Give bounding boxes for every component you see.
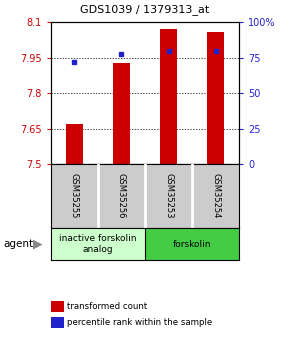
Bar (145, 228, 239, 260)
Bar (66, 124, 83, 164)
Text: percentile rank within the sample: percentile rank within the sample (67, 318, 212, 327)
Bar (145, 164, 192, 228)
Bar (51, 228, 145, 260)
Text: GSM35256: GSM35256 (117, 173, 126, 218)
Text: forskolin: forskolin (173, 239, 211, 249)
Text: inactive forskolin
analog: inactive forskolin analog (59, 234, 137, 254)
Bar (98, 164, 145, 228)
Text: GSM35254: GSM35254 (211, 173, 220, 218)
Text: transformed count: transformed count (67, 302, 147, 311)
Text: agent: agent (3, 239, 33, 249)
Bar (160, 29, 177, 164)
Bar (51, 164, 98, 228)
Text: GDS1039 / 1379313_at: GDS1039 / 1379313_at (80, 4, 210, 15)
Text: GSM35253: GSM35253 (164, 173, 173, 218)
Bar (113, 62, 130, 164)
Text: ▶: ▶ (33, 238, 43, 250)
Text: GSM35255: GSM35255 (70, 173, 79, 218)
Bar (192, 164, 239, 228)
Bar (207, 32, 224, 164)
